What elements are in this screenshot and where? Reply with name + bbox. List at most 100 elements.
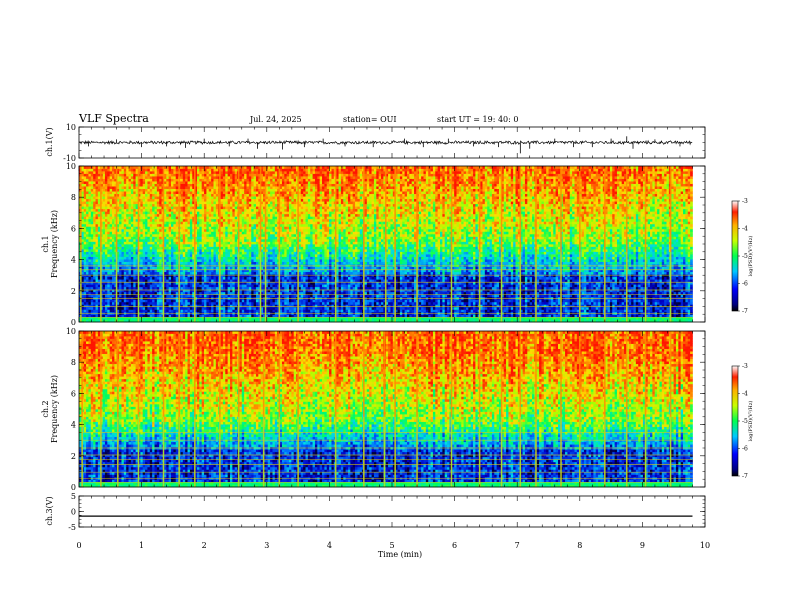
spectrogram-cell xyxy=(222,266,226,270)
spectrogram-cell xyxy=(95,269,99,273)
spectrogram-cell xyxy=(194,238,198,242)
spectrogram-cell xyxy=(95,316,99,320)
spectrogram-cell xyxy=(189,221,193,225)
spectrogram-cell xyxy=(187,233,191,237)
spectrogram-cell xyxy=(128,238,132,242)
spectrogram-cell xyxy=(192,299,195,303)
spectrogram-cell xyxy=(152,176,155,179)
spectrogram-cell xyxy=(239,244,243,247)
spectrogram-cell xyxy=(168,236,172,240)
spectrogram-cell xyxy=(204,218,207,222)
waveform-ch1-xticks xyxy=(78,127,706,158)
spectrogram-cell xyxy=(121,281,125,285)
spectrogram-cell xyxy=(83,223,87,227)
spectrogram-cell xyxy=(112,236,115,240)
spectrogram-cell xyxy=(121,304,125,308)
spectrogram-cell xyxy=(189,168,193,172)
spectrogram-cell xyxy=(163,269,167,273)
spectrogram-cell xyxy=(93,251,96,255)
spectrogram-cell xyxy=(175,284,179,288)
spectrogram-cell xyxy=(239,314,243,318)
spectrogram-cell xyxy=(220,201,224,205)
spectrogram-cell xyxy=(215,168,219,172)
spectrogram-cell xyxy=(152,274,155,278)
spectrogram-cell xyxy=(123,228,127,232)
spectrogram-cell xyxy=(156,254,160,257)
spectrogram-cell xyxy=(149,218,153,222)
spectrogram-cell xyxy=(258,284,262,288)
spectrogram-cell xyxy=(225,289,228,293)
spectrogram-cell xyxy=(241,319,245,323)
spectrogram-cell xyxy=(220,281,224,285)
spectrogram-cell xyxy=(244,201,247,205)
spectrogram-cell xyxy=(225,299,228,303)
spectrogram-cell xyxy=(215,176,219,179)
spectrogram-cell xyxy=(192,183,195,187)
spectrogram-cell xyxy=(241,259,245,262)
spectrogram-cell xyxy=(93,238,96,242)
spectrogram-cell xyxy=(182,178,186,182)
spectrogram-cell xyxy=(194,244,198,247)
spectrogram-cell xyxy=(123,286,127,290)
spectrogram-cell xyxy=(104,231,108,235)
spectrogram-cell xyxy=(234,271,238,275)
spectrogram-cell xyxy=(154,256,158,260)
spectrogram-cell xyxy=(230,281,233,285)
spectrogram-cell xyxy=(173,176,177,179)
spectrogram-cell xyxy=(227,223,231,227)
spectrogram-cell xyxy=(128,206,132,210)
spectrogram-cell xyxy=(175,259,179,262)
spectrogram-cell xyxy=(196,206,200,210)
spectrogram-cell xyxy=(246,274,250,278)
spectrogram-cell xyxy=(135,314,139,318)
spectrogram-cell xyxy=(126,221,129,225)
spectrogram-cell xyxy=(258,254,262,257)
spectrogram-cell xyxy=(112,316,115,320)
spectrogram-cell xyxy=(142,173,146,177)
spectrogram-cell xyxy=(135,181,139,184)
spectrogram-cell xyxy=(201,299,205,303)
spectrogram-cell xyxy=(234,183,238,187)
spectrogram-cell xyxy=(119,314,122,318)
spectrogram-cell xyxy=(182,168,186,172)
spectrogram-cell xyxy=(227,301,231,305)
spectrogram-cell xyxy=(171,196,174,200)
spectrogram-cell xyxy=(130,221,134,225)
spectrogram-cell xyxy=(107,176,111,179)
spectrogram-cell xyxy=(159,246,162,250)
spectrogram-cell xyxy=(145,314,148,318)
spectrogram-cell xyxy=(156,269,160,273)
spectrogram-cell xyxy=(220,294,224,298)
spectrogram-cell xyxy=(112,271,115,275)
spectrogram-cell xyxy=(234,198,238,202)
spectrogram-cell xyxy=(227,304,231,308)
spectrogram-cell xyxy=(168,218,172,222)
spectrogram-cell xyxy=(142,186,146,189)
spectrogram-cell xyxy=(194,178,198,182)
spectrogram-cell xyxy=(241,216,245,220)
spectrogram-cell xyxy=(225,309,228,313)
spectrogram-cell xyxy=(93,279,96,283)
spectrogram-cell xyxy=(121,274,125,278)
spectrogram-cell xyxy=(116,201,120,205)
spectrogram-cell xyxy=(86,186,89,189)
spectrogram-cell xyxy=(109,188,113,192)
spectrogram-cell xyxy=(121,271,125,275)
spectrogram-cell xyxy=(107,201,111,205)
spectrogram-cell xyxy=(185,254,188,257)
spectrogram-cell xyxy=(116,171,120,174)
spectrogram-cell xyxy=(255,206,259,210)
spectrogram-cell xyxy=(255,276,259,280)
spectrogram-cell xyxy=(97,274,101,278)
spectrogram-cell xyxy=(154,186,158,189)
spectrogram-cell xyxy=(206,238,210,242)
spectrogram-cell xyxy=(204,284,207,288)
spectrogram-cell xyxy=(175,256,179,260)
spectrogram-cell xyxy=(201,286,205,290)
spectrogram-cell xyxy=(168,226,172,230)
spectrogram-cell xyxy=(133,166,136,169)
spectrogram-cell xyxy=(241,171,245,174)
spectrogram-cell xyxy=(81,279,85,283)
spectrogram-cell xyxy=(95,284,99,288)
spectrogram-cell xyxy=(83,186,87,189)
